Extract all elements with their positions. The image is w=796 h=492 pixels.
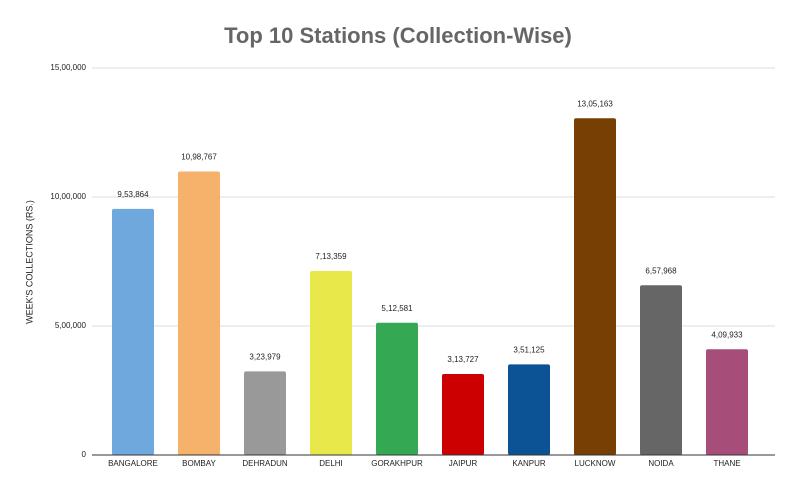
x-tick-label: BOMBAY	[182, 459, 216, 468]
bar	[244, 371, 286, 455]
x-tick-label: LUCKNOW	[575, 459, 616, 468]
bar	[178, 171, 220, 455]
bar	[112, 208, 154, 455]
data-label: 13,05,163	[577, 99, 613, 108]
data-label: 3,23,979	[249, 353, 281, 362]
data-label: 9,53,864	[117, 190, 149, 199]
x-tick-label: JAIPUR	[449, 459, 478, 468]
x-tick-label: DEHRADUN	[242, 459, 288, 468]
y-tick-label: 0	[82, 450, 87, 459]
data-label: 5,12,581	[381, 304, 413, 313]
data-label: 3,13,727	[447, 355, 479, 364]
y-tick-label: 15,00,000	[50, 63, 86, 72]
x-tick-label: KANPUR	[512, 459, 546, 468]
x-tick-label: THANE	[713, 459, 740, 468]
y-tick-label: 5,00,000	[55, 321, 87, 330]
data-label: 6,57,968	[645, 266, 677, 275]
y-tick-label: 10,00,000	[50, 192, 86, 201]
x-tick-label: BANGALORE	[108, 459, 158, 468]
chart-title: Top 10 Stations (Collection-Wise)	[224, 23, 572, 48]
y-axis-label: WEEK'S COLLECTIONS (RS.)	[24, 200, 34, 324]
data-label: 10,98,767	[181, 153, 217, 162]
bar	[310, 270, 352, 455]
bar	[574, 118, 616, 455]
data-label: 3,51,125	[513, 346, 545, 355]
x-tick-label: DELHI	[319, 459, 343, 468]
bar	[706, 349, 748, 455]
data-label: 4,09,933	[711, 330, 743, 339]
bar	[508, 364, 550, 455]
x-tick-label: GORAKHPUR	[371, 459, 423, 468]
bar	[640, 285, 682, 455]
bar	[442, 374, 484, 455]
bar	[376, 322, 418, 455]
x-tick-label: NOIDA	[648, 459, 674, 468]
data-label: 7,13,359	[315, 252, 347, 261]
